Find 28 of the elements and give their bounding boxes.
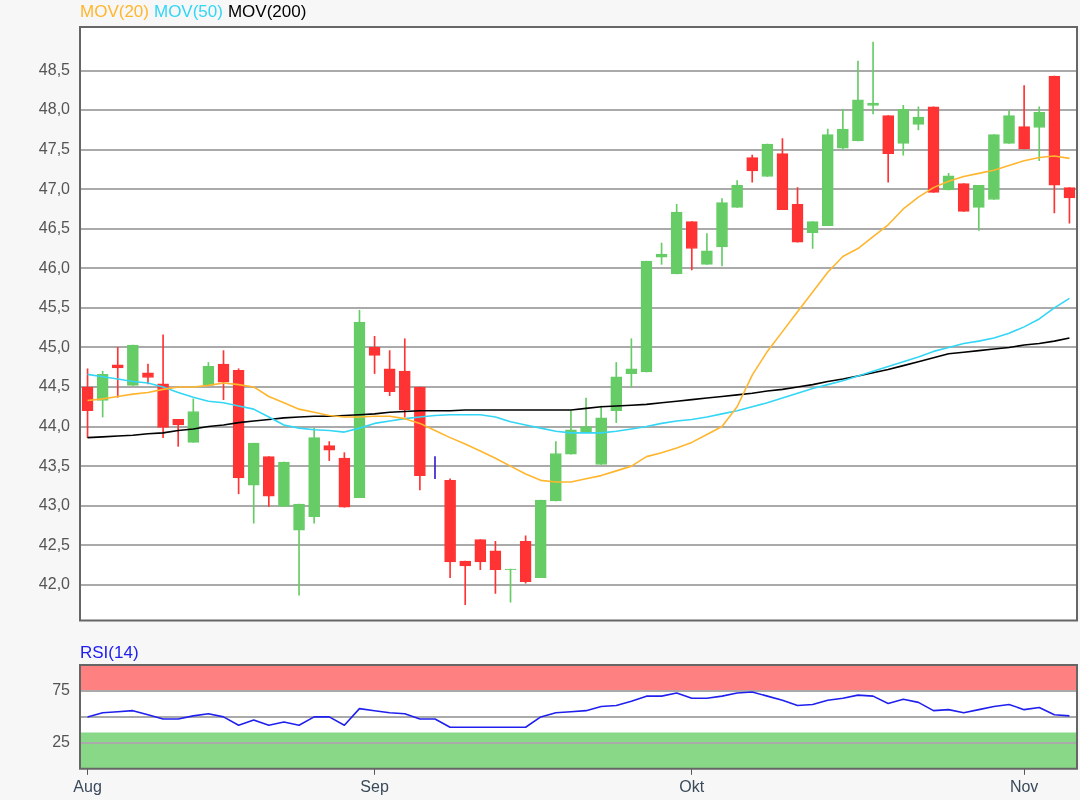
text: MOV(50) (153, 2, 223, 23)
y-tick-label: 43,5 (38, 456, 71, 474)
y-tick-label: 45,0 (38, 337, 71, 355)
y-tick-label: 43,0 (38, 496, 71, 514)
candlestick (459, 560, 472, 605)
candlestick (580, 397, 592, 434)
candlestick (867, 41, 879, 115)
y-tick-label: 75 (52, 681, 71, 699)
y-tick-label: 44,5 (38, 377, 71, 395)
y-tick-label: 42,5 (38, 535, 71, 553)
y-tick-label: 45,5 (38, 298, 71, 316)
y-tick-label: 42,0 (38, 575, 71, 593)
y-tick-label: 44,0 (38, 416, 71, 434)
text: MOV(20) (80, 2, 149, 23)
y-tick-label: 48,0 (38, 100, 71, 118)
y-tick-label: 46,5 (38, 219, 71, 237)
text: RSI(14) (80, 643, 139, 664)
x-tick-label: Aug (73, 777, 102, 795)
x-tick-label: Nov (1009, 777, 1039, 795)
y-tick-label: 46,0 (38, 258, 71, 276)
x-tick-label: Sep (360, 777, 389, 795)
y-tick-label: 48,5 (38, 60, 71, 78)
candlestick (172, 419, 185, 447)
y-tick-label: 25 (52, 733, 71, 751)
text: MOV(200) (227, 2, 307, 23)
x-tick-label: Okt (679, 777, 705, 795)
y-tick-label: 47,0 (38, 179, 71, 197)
y-tick-label: 47,5 (38, 140, 71, 158)
